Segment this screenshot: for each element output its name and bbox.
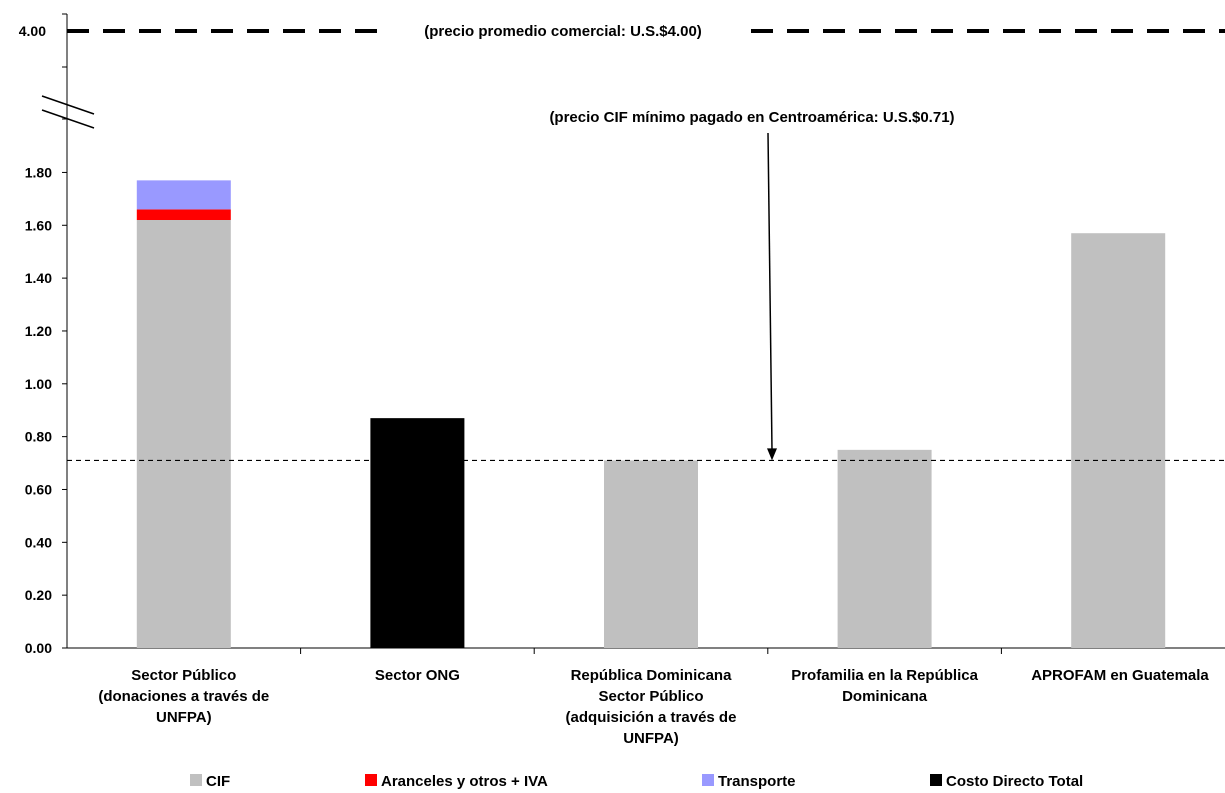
bar [1071, 233, 1166, 648]
bar [604, 460, 698, 648]
y-tick-label: 0.60 [25, 481, 52, 497]
reference-lines: (precio promedio comercial: U.S.$4.00) (p… [67, 19, 1225, 462]
legend-label: CIF [206, 773, 230, 790]
x-category-label: Sector ONG [375, 667, 460, 684]
y-tick-label: 0.20 [25, 587, 52, 603]
bar [136, 180, 231, 210]
x-category-label: Dominicana [842, 688, 928, 705]
y-tick-label: 1.00 [25, 376, 52, 392]
y-tick-label: 1.80 [25, 164, 52, 180]
annotation-arrow-head [767, 448, 777, 461]
reference-label-cif-min: (precio CIF mínimo pagado en Centroaméri… [549, 109, 954, 126]
axis-break-mark [41, 95, 95, 115]
x-category-label: (adquisición a través de [566, 709, 737, 726]
bar [136, 219, 231, 648]
reference-label-bg [389, 19, 737, 43]
y-tick-label: 1.20 [25, 323, 52, 339]
x-category-label: Profamilia en la República [791, 667, 978, 684]
legend-swatch [702, 774, 714, 786]
x-category-label: República Dominicana [571, 667, 733, 684]
legend-swatch [365, 774, 377, 786]
x-category-label: UNFPA) [156, 709, 212, 726]
reference-label-commercial: (precio promedio comercial: U.S.$4.00) [424, 23, 702, 40]
bar [837, 449, 932, 648]
x-category-label: Sector Público [598, 688, 703, 705]
y-tick-label: 0.80 [25, 429, 52, 445]
y-axis-ticks: 0.00 0.20 0.40 0.60 0.80 1.00 1.20 1.40 1.60 1.80… [19, 13, 67, 656]
legend-label: Aranceles y otros + IVA [381, 773, 548, 790]
bar [136, 209, 231, 220]
legend-label: Costo Directo Total [946, 773, 1083, 790]
legend-label: Transporte [718, 773, 796, 790]
legend-swatch [930, 774, 942, 786]
x-category-label: Sector Público [131, 667, 236, 684]
legend-swatch [190, 774, 202, 786]
x-category-label: UNFPA) [623, 730, 679, 747]
legend: CIF Aranceles y otros + IVA Transporte Cost… [190, 773, 1083, 790]
y-tick-label: 0.00 [25, 640, 52, 656]
annotation-arrow [767, 132, 773, 451]
y-break-tick-label: 4.00 [19, 23, 46, 39]
bar [370, 418, 465, 648]
bars [136, 180, 1166, 648]
y-tick-label: 1.40 [25, 270, 52, 286]
x-category-label: APROFAM en Guatemala [1031, 667, 1209, 684]
x-category-label: (donaciones a través de [98, 688, 269, 705]
y-tick-label: 1.60 [25, 217, 52, 233]
y-tick-label: 0.40 [25, 534, 52, 550]
axis-break-mark [41, 109, 95, 129]
x-axis-categories: Sector Público (donaciones a través de UNF… [98, 667, 1209, 747]
